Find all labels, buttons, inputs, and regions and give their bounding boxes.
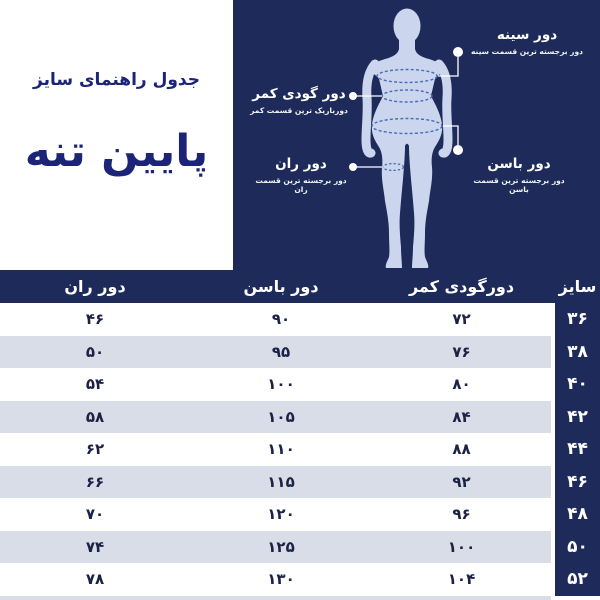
- cell-waist: ۸۴: [452, 407, 471, 426]
- cell-hips: ۱۳۰: [267, 570, 295, 589]
- header-waist: دورگودی کمر: [408, 277, 515, 296]
- cell-hips: ۱۰۰: [267, 375, 295, 394]
- cell-hips: ۱۱۵: [267, 472, 295, 491]
- figure-body: [367, 40, 447, 268]
- thigh-callout-dot: [349, 163, 357, 171]
- thigh-label: دور ران دور برجسته ترین قسمت ران: [255, 156, 347, 194]
- header-size: سایز: [558, 277, 597, 296]
- cell-size: ۵۰: [567, 536, 588, 557]
- cell-waist: ۱۰۰: [447, 537, 476, 556]
- waist-label-subtitle: دورباریک ترین قسمت کمر: [250, 105, 348, 115]
- table-row: ۷۴ ۱۲۵ ۱۰۰: [0, 530, 551, 563]
- title-card: جدول راهنمای سایز پایین تنه: [0, 0, 233, 270]
- cell-size: ۵۲: [567, 569, 588, 590]
- cell-hips: ۱۰۵: [267, 407, 295, 426]
- cell-hips: ۹۰: [271, 310, 291, 329]
- cell-size: ۴۴: [567, 439, 588, 460]
- cell-thigh: ۵۰: [85, 342, 105, 361]
- waist-label-title: دور گودی کمر: [252, 86, 346, 102]
- figure-left-arm: [361, 59, 380, 158]
- table-rows: ۴۶ ۹۰ ۷۲ ۵۰ ۹۵ ۷۶ ۵۴ ۱۰۰ ۸۰ ۵۸ ۱۰۵ ۸۴ ۶۲ ۱۱۰ ۸۸ ۶۶ ۱۱۵ ۹۲…: [0, 303, 551, 600]
- guide-heading: جدول راهنمای سایز: [33, 70, 200, 90]
- cell-thigh: ۷۰: [85, 505, 105, 524]
- thigh-label-subtitle: دور برجسته ترین قسمت ران: [255, 175, 347, 194]
- table-row: ۵۰ ۹۵ ۷۶: [0, 335, 551, 368]
- hips-measure-ring: [371, 117, 443, 135]
- cell-waist: ۷۶: [452, 342, 471, 361]
- size-table: دور ران دور باسن دورگودی کمر سایز ۴۶ ۹۰ ۷۲…: [0, 270, 600, 600]
- thigh-label-title: دور ران: [275, 156, 327, 172]
- chest-label-title: دور سینه: [496, 27, 558, 43]
- body-silhouette-graphic: [349, 8, 463, 268]
- cell-size: ۴۸: [567, 504, 588, 525]
- cell-hips: ۱۲۰: [267, 505, 295, 524]
- waist-callout-dot: [349, 92, 357, 100]
- chest-callout-dot: [453, 47, 463, 57]
- cell-thigh: ۷۴: [85, 537, 105, 556]
- hips-label: دور باسن دور برجسته ترین قسمت باسن: [467, 156, 571, 194]
- table-row: ۴۶ ۹۰ ۷۲: [0, 303, 551, 336]
- hips-callout-dot: [453, 145, 463, 155]
- table-row: ۶۲ ۱۱۰ ۸۸: [0, 433, 551, 466]
- hips-callout-line: [443, 125, 459, 145]
- header-thigh: دور ران: [64, 277, 126, 296]
- cell-hips: ۹۵: [271, 342, 291, 361]
- hips-label-title: دور باسن: [487, 156, 551, 172]
- cell-size: ۳۶: [567, 309, 588, 330]
- hips-label-subtitle: دور برجسته ترین قسمت باسن: [473, 175, 565, 194]
- table-row: ۵۴ ۱۰۰ ۸۰: [0, 368, 551, 401]
- column-divider: [551, 303, 555, 600]
- cell-waist: ۹۲: [452, 472, 471, 491]
- table-row: ۷۰ ۱۲۰ ۹۶: [0, 498, 551, 531]
- cell-waist: ۹۶: [452, 505, 471, 524]
- cell-thigh: ۵۴: [85, 375, 105, 394]
- cell-hips: ۱۱۰: [267, 440, 295, 459]
- cell-thigh: ۴۶: [85, 310, 105, 329]
- table-header-row: دور ران دور باسن دورگودی کمر سایز: [0, 270, 600, 303]
- cell-size: ۴۰: [567, 374, 588, 395]
- chest-label-subtitle: دور برجسته ترین قسمت سینه: [470, 46, 583, 56]
- body-measurement-diagram: دور سینه دور برجسته ترین قسمت سینه دور گ…: [233, 0, 600, 270]
- chest-label: دور سینه دور برجسته ترین قسمت سینه: [471, 27, 583, 56]
- size-column: ۳۶ ۳۸ ۴۰ ۴۲ ۴۴ ۴۶ ۴۸ ۵۰ ۵۲: [555, 303, 600, 596]
- cell-size: ۳۸: [567, 341, 588, 362]
- table-row: ۶۶ ۱۱۵ ۹۲: [0, 465, 551, 498]
- page-title: پایین تنه: [24, 126, 209, 177]
- top-section: جدول راهنمای سایز پایین تنه: [0, 0, 600, 270]
- header-hips: دور باسن: [243, 277, 319, 296]
- figure-head: [393, 8, 421, 44]
- cell-waist: ۱۰۴: [447, 570, 476, 589]
- cell-waist: ۸۸: [452, 440, 471, 459]
- cell-thigh: ۷۸: [85, 570, 105, 589]
- table-row: ۵۸ ۱۰۵ ۸۴: [0, 400, 551, 433]
- cell-size: ۴۶: [567, 471, 588, 492]
- cell-hips: ۱۲۵: [267, 537, 295, 556]
- chest-callout-line: [438, 57, 459, 77]
- cell-thigh: ۶۲: [85, 440, 105, 459]
- cell-waist: ۸۰: [452, 375, 471, 394]
- figure-right-arm: [434, 59, 453, 158]
- size-column-strip: [555, 270, 600, 596]
- cell-size: ۴۲: [567, 406, 588, 427]
- cell-thigh: ۶۶: [85, 472, 105, 491]
- table-row: ۷۸ ۱۳۰ ۱۰۴: [0, 563, 551, 596]
- chest-measure-ring: [376, 68, 438, 84]
- cell-thigh: ۵۸: [85, 407, 105, 426]
- cell-waist: ۷۲: [452, 310, 471, 329]
- waist-label: دور گودی کمر دورباریک ترین قسمت کمر: [249, 86, 349, 115]
